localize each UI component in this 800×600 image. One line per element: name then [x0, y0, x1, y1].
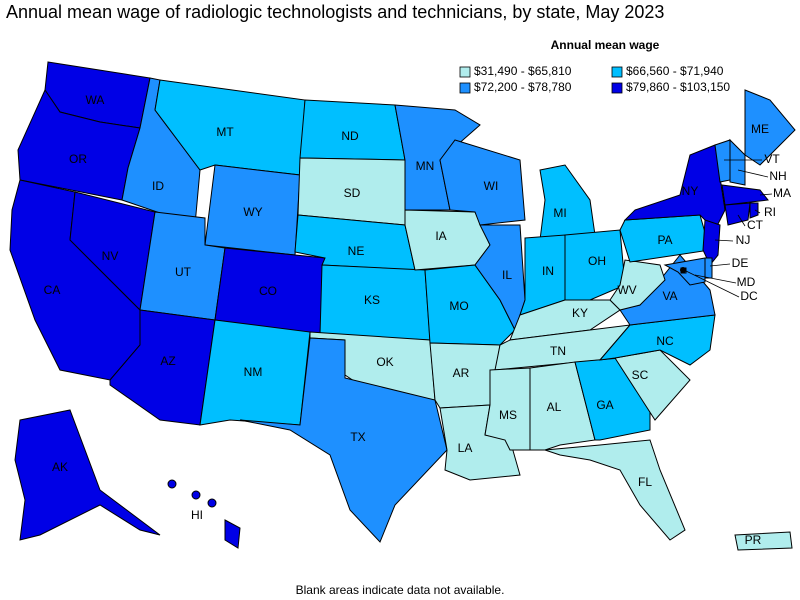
leader-line: [694, 274, 737, 284]
state-label: SC: [632, 368, 649, 382]
state-label: NH: [769, 169, 786, 183]
state-label: IA: [435, 229, 446, 243]
states: [9, 61, 796, 551]
state-label: KY: [572, 306, 588, 320]
dc-dot: [680, 267, 686, 273]
state-label: AZ: [160, 354, 175, 368]
legend-label: $79,860 - $103,150: [626, 80, 730, 94]
legend-swatch: [611, 82, 623, 94]
state-label: DE: [732, 256, 749, 270]
state: [623, 144, 726, 231]
state-label: CA: [44, 283, 61, 297]
legend-label: $31,490 - $65,810: [474, 64, 572, 78]
labels: WA OR CA NV ID MT WY UT CO AZ NM ND SD NE KS OK TX MN IA MO…: [44, 93, 791, 547]
island: [207, 498, 217, 508]
state-label: MO: [449, 299, 468, 313]
state-label: ME: [751, 122, 769, 136]
state-label: NE: [348, 244, 365, 258]
legend-label: $72,200 - $78,780: [474, 80, 572, 94]
state: [704, 257, 713, 279]
state-label: NY: [682, 184, 699, 198]
island: [167, 479, 177, 489]
leader-line: [737, 214, 746, 227]
state-label: PR: [745, 533, 762, 547]
state-label: MD: [737, 275, 756, 289]
legend-label: $66,560 - $71,940: [626, 64, 724, 78]
legend-title: Annual mean wage: [551, 38, 660, 52]
state: [14, 409, 161, 541]
state-label: IL: [502, 268, 512, 282]
state-label: WA: [86, 93, 105, 107]
state-label: NJ: [736, 233, 751, 247]
legend-swatch: [459, 82, 471, 94]
state-label: NM: [244, 365, 263, 379]
state-label: VT: [764, 152, 780, 166]
state-label: GA: [596, 398, 613, 412]
state: [729, 138, 746, 186]
state-label: UT: [175, 265, 192, 279]
state: [702, 219, 721, 266]
leader-line: [709, 263, 731, 267]
state: [439, 139, 526, 226]
state-label: ID: [152, 179, 164, 193]
state-label: NC: [656, 334, 674, 348]
state-label: WV: [617, 283, 636, 297]
state-label: IN: [542, 264, 554, 278]
state-label: AR: [453, 366, 470, 380]
state: [744, 89, 796, 166]
state-label: PA: [657, 233, 672, 247]
state-label: MA: [773, 186, 791, 200]
leader-line: [759, 193, 773, 196]
state-label: SD: [344, 186, 361, 200]
state-label: HI: [191, 508, 203, 522]
state-label: MN: [416, 159, 435, 173]
state-label: WY: [243, 205, 262, 219]
state: [224, 519, 241, 549]
state-label: RI: [764, 205, 776, 219]
state-label: AK: [52, 460, 68, 474]
state: [564, 229, 626, 301]
state-label: ND: [341, 129, 359, 143]
state-label: FL: [638, 475, 652, 489]
state: [749, 202, 759, 219]
state-label: MT: [216, 125, 234, 139]
state: [721, 184, 769, 206]
leader-line: [683, 269, 740, 298]
state-label: TX: [350, 430, 365, 444]
state-label: OH: [588, 254, 606, 268]
footnote: Blank areas indicate data not available.: [296, 583, 505, 597]
state-label: LA: [458, 441, 473, 455]
state-label: CO: [259, 284, 277, 298]
state-label: DC: [740, 289, 758, 303]
map-title: Annual mean wage of radiologic technolog…: [6, 2, 664, 22]
state-label: TN: [550, 344, 566, 358]
legend-swatch: [611, 66, 623, 78]
state-label: CT: [747, 218, 764, 232]
legend: $31,490 - $65,810 $66,560 - $71,940 $72,20…: [459, 64, 730, 94]
state-label: MI: [553, 206, 566, 220]
leader-line: [754, 209, 761, 214]
state: [474, 224, 526, 332]
state: [734, 531, 793, 551]
state-label: WI: [484, 179, 499, 193]
state: [239, 337, 448, 543]
leader-line: [737, 169, 769, 178]
state-label: OR: [69, 152, 87, 166]
state-label: VA: [662, 289, 677, 303]
state: [724, 202, 751, 226]
state-label: NV: [102, 249, 119, 263]
state-label: KS: [364, 293, 380, 307]
state: [539, 164, 596, 241]
leader-line: [714, 239, 734, 242]
state-label: MS: [499, 408, 517, 422]
state-label: AL: [547, 400, 562, 414]
island: [191, 490, 201, 500]
state: [544, 439, 686, 541]
state: [609, 259, 666, 311]
state-label: OK: [376, 355, 393, 369]
legend-swatch: [459, 66, 471, 78]
